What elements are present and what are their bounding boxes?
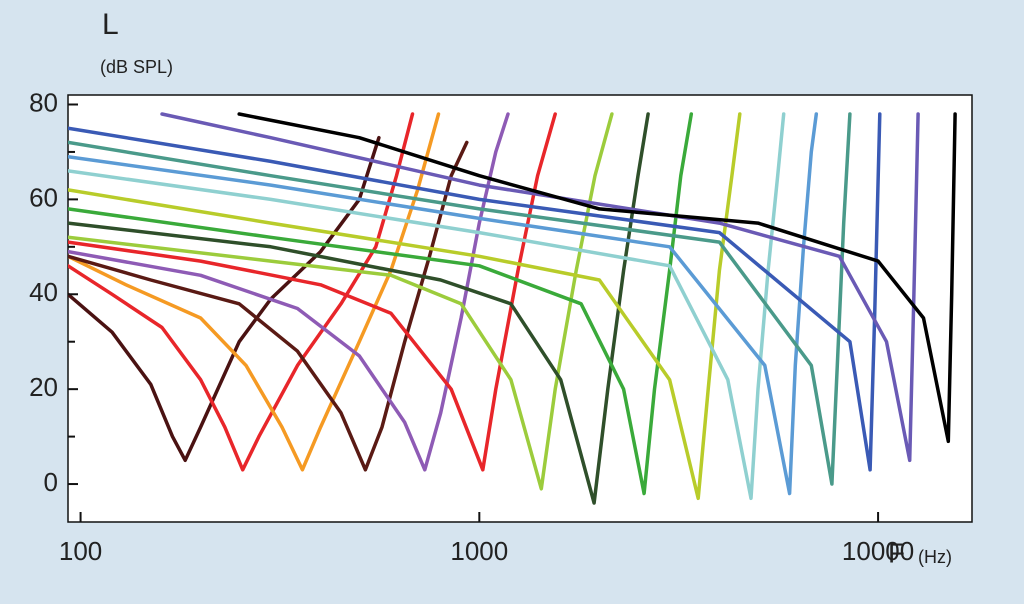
x-axis-unit: (Hz) xyxy=(918,547,952,567)
y-tick-label: 40 xyxy=(29,277,58,307)
y-axis-label: L xyxy=(102,8,119,41)
y-tick-label: 0 xyxy=(44,467,58,497)
curve xyxy=(68,112,557,472)
curve xyxy=(237,112,957,444)
y-tick-label: 80 xyxy=(29,87,58,117)
x-tick-label: 1000 xyxy=(450,536,508,566)
curve xyxy=(68,112,415,472)
x-tick-label: 10000 xyxy=(842,536,914,566)
plot-area xyxy=(67,94,973,523)
y-axis-unit: (dB SPL) xyxy=(100,57,173,77)
curve xyxy=(68,112,786,501)
curve xyxy=(160,112,920,463)
curve xyxy=(68,140,469,472)
curve xyxy=(68,112,819,496)
curve xyxy=(68,112,650,505)
y-tick-label: 60 xyxy=(29,182,58,212)
x-tick-label: 100 xyxy=(59,536,102,566)
curve xyxy=(68,112,694,496)
x-axis-label: F xyxy=(888,537,905,568)
curve xyxy=(68,112,882,472)
lines xyxy=(68,112,957,505)
y-tick-label: 20 xyxy=(29,372,58,402)
curve xyxy=(68,112,852,486)
